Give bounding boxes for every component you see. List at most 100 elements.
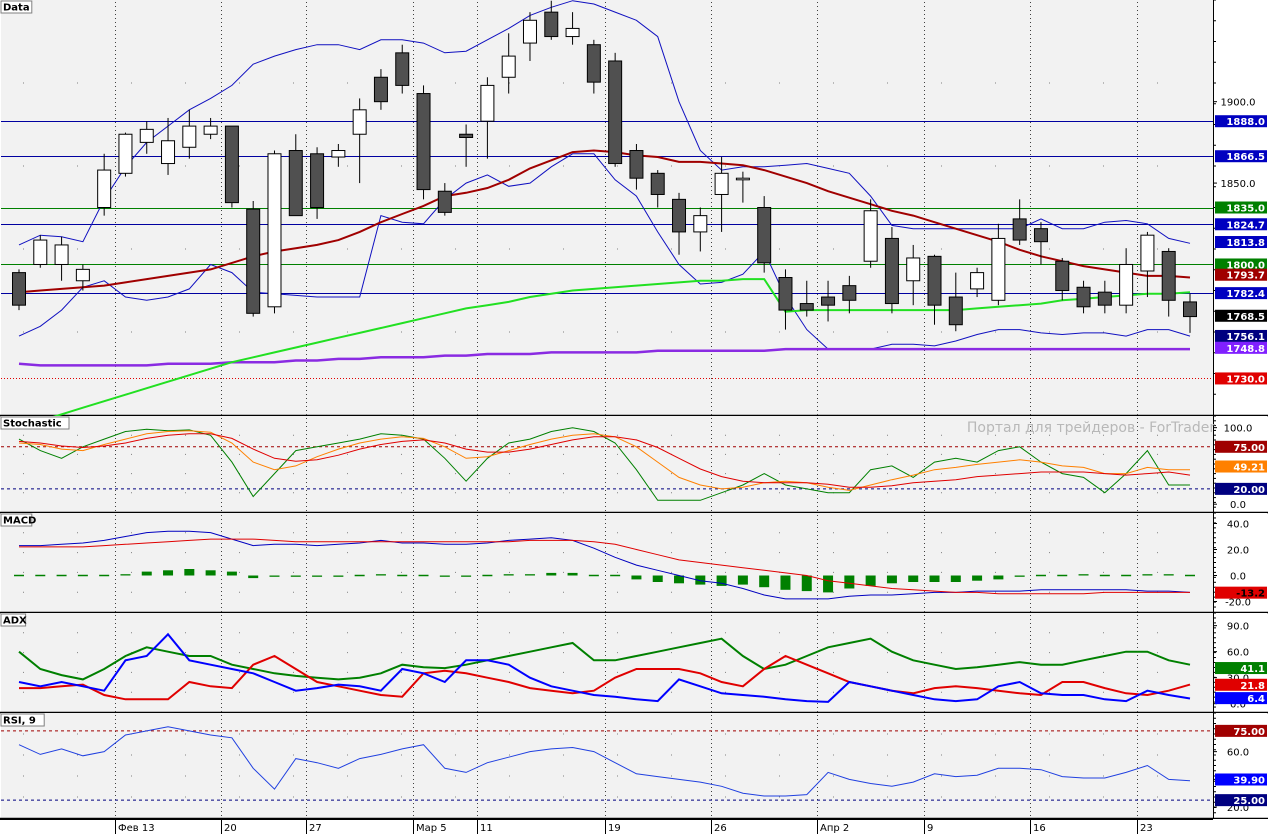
macd-histogram-bar (887, 576, 897, 584)
macd-histogram-bar (248, 576, 258, 579)
candle-body (396, 53, 409, 86)
candle-body (843, 286, 856, 301)
candle-body (694, 216, 707, 232)
x-tick-label: Апр 2 (820, 823, 849, 834)
macd-histogram-bar (951, 576, 961, 583)
candle-body (1162, 251, 1175, 300)
candle-body (715, 173, 728, 194)
macd-histogram-bar (120, 574, 130, 575)
candle-body (949, 297, 962, 325)
macd-histogram-bar (866, 576, 876, 586)
x-tick-label: 20 (224, 823, 237, 834)
macd-histogram-bar (312, 576, 322, 577)
macd-histogram-bar (142, 572, 152, 576)
candle (758, 196, 771, 273)
candle-body (822, 297, 835, 305)
rsi-panel: 60.040.020.0RSI, 975.0025.0039.90 (0, 713, 1268, 819)
candle-body (736, 178, 749, 180)
candle-body (992, 238, 1005, 300)
candle-body (1034, 229, 1047, 242)
candle-body (353, 110, 366, 134)
candle-body (1077, 287, 1090, 307)
rsi-title: RSI, 9 (3, 716, 36, 727)
x-tick-label: 23 (1140, 823, 1153, 834)
macd-histogram-bar (461, 576, 471, 577)
y-tick-label: 0.0 (1230, 500, 1246, 511)
candle-body (1098, 292, 1111, 305)
macd-histogram-bar (930, 576, 940, 583)
candle (268, 151, 281, 314)
candle (13, 269, 26, 310)
level-label: 1835.0 (1226, 204, 1265, 215)
candle-body (140, 129, 153, 142)
macd-histogram-bar (1079, 574, 1089, 575)
x-axis-background (0, 819, 1268, 834)
macd-histogram-bar (738, 576, 748, 585)
y-tick-label: 1900.0 (1221, 98, 1256, 109)
macd-panel: 40.020.00.0-20.0MACD-13.2 (0, 513, 1268, 613)
candle-body (971, 273, 984, 289)
candle-body (247, 209, 260, 313)
candle (225, 126, 238, 207)
x-tick-label: 11 (480, 823, 493, 834)
candle-body (417, 94, 430, 190)
candle-body (651, 173, 664, 194)
rsi-value-label: 39.90 (1233, 775, 1265, 786)
main-title: Data (3, 3, 30, 14)
candle-body (55, 245, 68, 265)
candle-body (268, 154, 281, 307)
candle-body (438, 191, 451, 212)
candle-body (864, 211, 877, 261)
adx-value-label: 6.4 (1247, 694, 1265, 705)
candle-body (162, 141, 175, 164)
x-tick-label: Мар 5 (416, 823, 447, 834)
macd-background (1, 513, 1213, 612)
candle-body (374, 77, 387, 101)
macd-histogram-bar (227, 572, 237, 576)
stochastic-title: Stochastic (3, 419, 62, 430)
candle (417, 85, 430, 199)
x-tick-label: 9 (927, 823, 933, 834)
y-tick-label: 60.0 (1227, 648, 1249, 659)
level-label: 1748.8 (1226, 344, 1265, 355)
candle-body (225, 126, 238, 203)
x-tick-label: Фев 13 (118, 823, 155, 834)
candle-body (630, 151, 643, 179)
macd-histogram-bar (908, 576, 918, 583)
candle-body (204, 126, 217, 134)
level-label: 1793.7 (1226, 271, 1265, 282)
macd-histogram-bar (653, 576, 663, 583)
candle-body (758, 208, 771, 263)
candle-body (332, 151, 345, 158)
y-tick-label: 100.0 (1224, 424, 1253, 435)
macd-histogram-bar (1142, 574, 1152, 575)
macd-histogram-bar (780, 576, 790, 590)
candle-body (460, 134, 473, 137)
x-tick-label: 27 (309, 823, 322, 834)
candle-body (673, 199, 686, 232)
candle-body (1120, 264, 1133, 305)
x-tick-label: 16 (1033, 823, 1046, 834)
level-label: 1768.5 (1226, 312, 1265, 323)
level-label: 1782.4 (1226, 289, 1265, 300)
level-label: 1824.7 (1226, 220, 1265, 231)
candle-body (566, 28, 579, 36)
candle (247, 201, 260, 317)
adx-value-label: 41.1 (1240, 664, 1265, 675)
level-label: 1813.8 (1226, 238, 1265, 249)
candle-body (34, 240, 47, 264)
macd-histogram-bar (631, 576, 641, 580)
candle-body (779, 278, 792, 311)
candle (609, 53, 622, 167)
candle-body (119, 134, 132, 173)
level-label: 1888.0 (1226, 117, 1265, 128)
y-tick-label: 20.0 (1227, 546, 1249, 557)
stochastic-value-label: 49.21 (1233, 463, 1265, 474)
macd-histogram-bar (333, 576, 343, 577)
macd-histogram-bar (525, 574, 535, 575)
candle-body (1056, 261, 1069, 290)
rsi-background (1, 713, 1213, 818)
